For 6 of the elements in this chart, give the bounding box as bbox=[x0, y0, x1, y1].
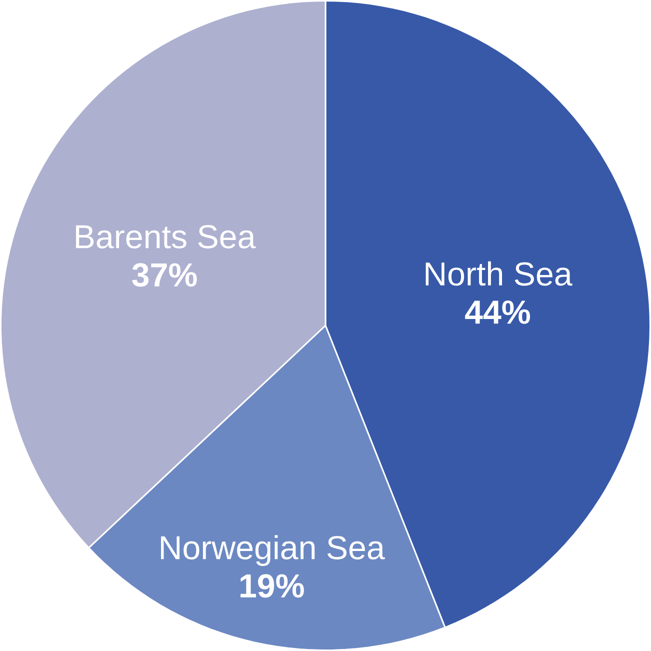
data-label: 37% bbox=[132, 263, 197, 287]
data-label: 19% bbox=[240, 574, 304, 598]
data-label: 44% bbox=[465, 300, 530, 324]
slice-label: Norwegian Sea bbox=[161, 535, 385, 566]
slice-label: North Sea bbox=[426, 261, 572, 286]
slice-label: Barents Sea bbox=[76, 225, 256, 248]
